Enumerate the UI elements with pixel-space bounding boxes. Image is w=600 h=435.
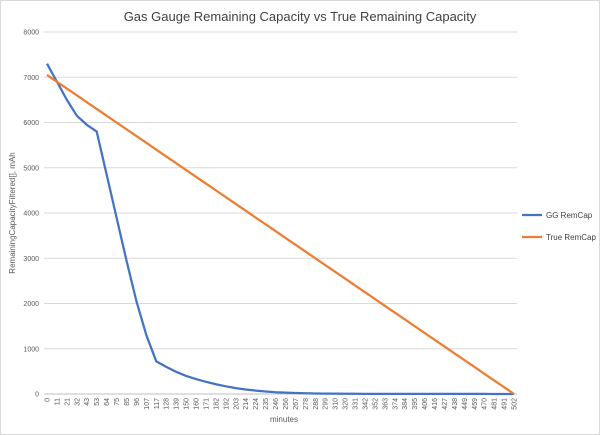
- chart-title: Gas Gauge Remaining Capacity vs True Rem…: [124, 9, 477, 24]
- x-tick-label: 502: [512, 398, 519, 410]
- x-tick-label: 395: [412, 398, 419, 410]
- x-tick-label: 288: [313, 398, 320, 410]
- x-tick-label: 310: [333, 398, 340, 410]
- x-tick-label: 107: [144, 398, 151, 410]
- x-tick-label: 459: [472, 398, 479, 410]
- x-tick-label: 427: [442, 398, 449, 410]
- x-tick-label: 53: [94, 398, 101, 406]
- legend-label-0: GG RemCap: [546, 211, 593, 220]
- x-tick-label: 416: [432, 398, 439, 410]
- y-tick-label: 2000: [23, 301, 39, 308]
- x-axis-title: minutes: [270, 415, 298, 424]
- y-tick-label: 7000: [23, 75, 39, 82]
- x-tick-label: 96: [134, 398, 141, 406]
- series-line-1: [46, 74, 515, 395]
- x-tick-label: 235: [263, 398, 270, 410]
- x-tick-label: 11: [54, 398, 61, 405]
- x-tick-label: 246: [273, 398, 280, 410]
- x-tick-label: 128: [164, 398, 171, 410]
- x-tick-label: 363: [382, 398, 389, 410]
- x-tick-label: 0: [45, 398, 52, 402]
- x-tick-label: 256: [283, 398, 290, 410]
- x-tick-label: 449: [462, 398, 469, 410]
- series-line-0: [46, 63, 515, 396]
- y-tick-label: 8000: [23, 30, 39, 37]
- y-tick-label: 3000: [23, 256, 39, 263]
- x-tick-label: 85: [124, 398, 131, 406]
- x-tick-label: 150: [184, 398, 191, 410]
- legend: GG RemCap True RemCap: [522, 211, 596, 242]
- x-tick-label: 192: [223, 398, 230, 410]
- x-tick-label: 117: [154, 398, 161, 409]
- x-tick-label: 320: [343, 398, 350, 410]
- y-tick-label: 1000: [23, 346, 39, 353]
- y-tick-label: 5000: [23, 165, 39, 172]
- x-tick-label: 406: [422, 398, 429, 410]
- x-tick-label: 21: [64, 398, 71, 406]
- x-tick-label: 481: [492, 398, 499, 410]
- x-tick-label: 299: [323, 398, 330, 410]
- x-tick-label: 75: [114, 398, 121, 406]
- x-tick-label: 267: [293, 398, 300, 410]
- y-tick-label: 4000: [23, 211, 39, 218]
- x-tick-label: 43: [84, 398, 91, 406]
- x-tick-label: 384: [402, 398, 409, 410]
- x-tick-label: 64: [104, 398, 111, 406]
- x-tick-label: 171: [203, 398, 210, 410]
- x-tick-label: 374: [392, 398, 399, 410]
- x-axis-ticks: 0 11 21 32 43 53 64 75 85 96 107 117 128 139 150 160 171…: [45, 398, 519, 410]
- x-tick-label: 491: [502, 398, 509, 410]
- y-tick-label: 6000: [23, 120, 39, 127]
- x-tick-label: 438: [452, 398, 459, 410]
- x-tick-label: 203: [233, 398, 240, 410]
- x-tick-label: 32: [74, 398, 81, 406]
- x-tick-label: 224: [253, 398, 260, 410]
- x-tick-label: 278: [303, 398, 310, 410]
- legend-label-1: True RemCap: [546, 233, 596, 242]
- y-axis-ticks: 0 1000 2000 3000 4000 5000 6000 7000 8000: [23, 30, 39, 399]
- gridlines: [44, 31, 517, 350]
- x-tick-label: 214: [243, 398, 250, 410]
- x-tick-label: 160: [194, 398, 201, 410]
- x-tick-label: 470: [482, 398, 489, 410]
- x-tick-label: 352: [372, 398, 379, 410]
- series-lines: [46, 63, 515, 396]
- y-axis-title: RemainingCapacityFiltered[], mAh: [8, 152, 17, 273]
- y-tick-label: 0: [35, 392, 39, 399]
- x-tick-label: 342: [362, 398, 369, 410]
- x-tick-label: 139: [174, 398, 181, 410]
- x-tick-label: 182: [213, 398, 220, 410]
- x-tick-label: 331: [353, 398, 360, 410]
